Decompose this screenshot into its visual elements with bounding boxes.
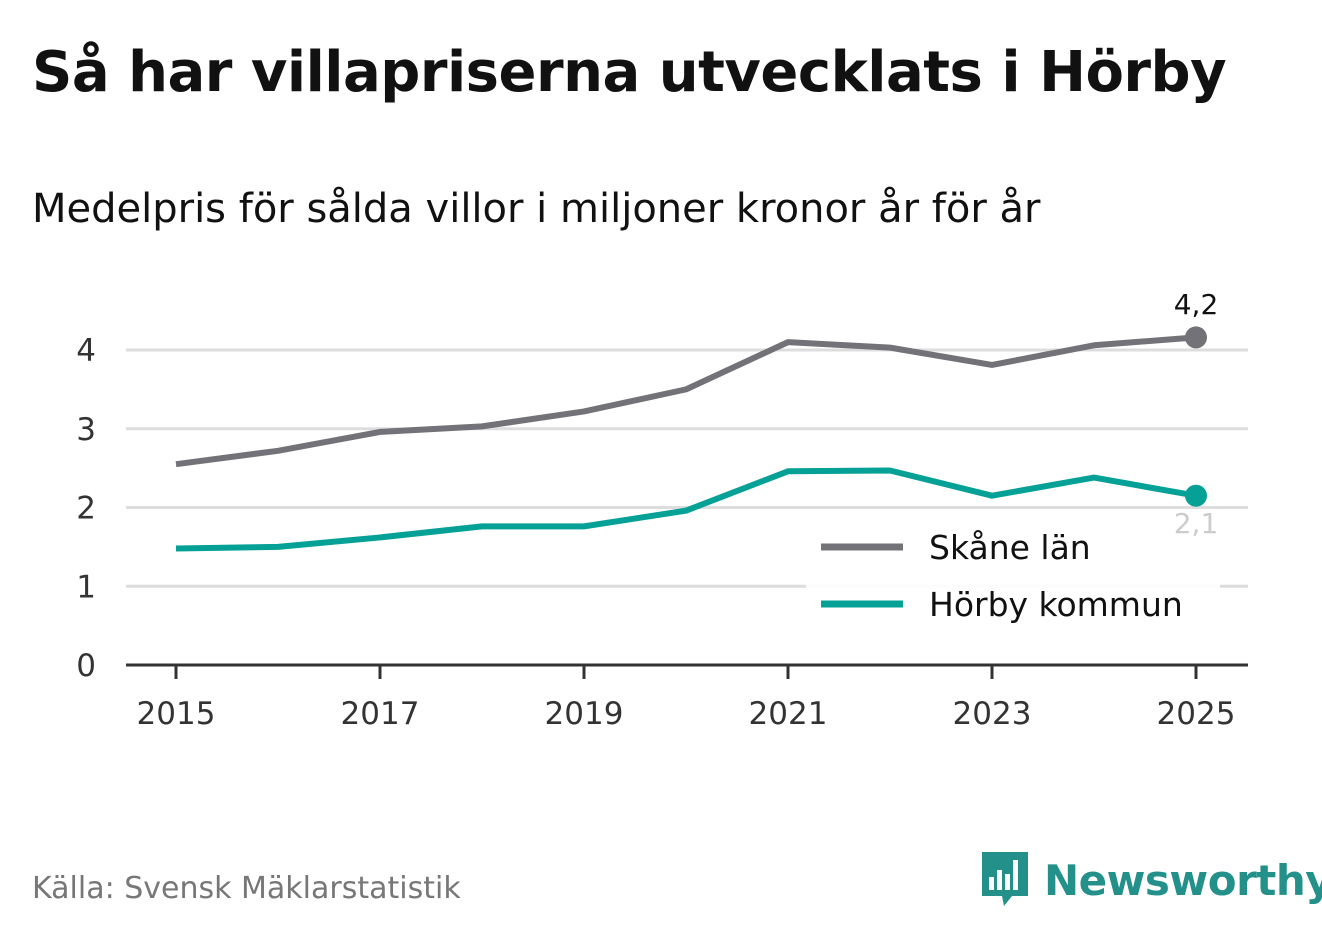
chart-title: Så har villapriserna utvecklats i Hörby	[32, 40, 1227, 105]
legend-background	[806, 520, 1220, 584]
series-line-skane	[175, 334, 1197, 468]
end-point-marker	[1185, 326, 1207, 349]
series-lines	[175, 326, 1207, 552]
end-label-skane: 4,2	[1174, 288, 1219, 321]
legend: Skåne län Hörby kommun	[806, 520, 1220, 636]
end-point-marker	[1185, 484, 1207, 507]
y-axis: 0 1 2 3 4	[76, 333, 96, 684]
chart-subtitle: Medelpris för sålda villor i miljoner kr…	[32, 186, 1041, 232]
x-tick-label: 2015	[137, 696, 216, 732]
x-tick-label: 2023	[953, 696, 1032, 732]
x-tick-label: 2017	[341, 696, 420, 732]
y-tick-label: 3	[76, 412, 96, 448]
y-tick-label: 2	[76, 491, 96, 527]
legend-label: Hörby kommun	[929, 585, 1183, 624]
legend-background	[806, 582, 1220, 636]
series-line-horby	[175, 467, 1197, 552]
x-tick-label: 2025	[1157, 696, 1236, 732]
brand-name: Newsworthy	[1044, 855, 1322, 905]
end-labels: 4,2 2,1	[1174, 288, 1219, 540]
legend-label: Skåne län	[929, 528, 1091, 567]
x-tick-label: 2019	[545, 696, 624, 732]
x-axis: 2015 2017 2019 2021 2023 2025	[126, 663, 1248, 732]
y-tick-label: 4	[76, 333, 96, 369]
x-tick-label: 2021	[749, 696, 828, 732]
brand-logo: Newsworthy	[980, 850, 1322, 910]
y-tick-label: 1	[76, 569, 96, 605]
source-note: Källa: Svensk Mäklarstatistik	[32, 871, 461, 906]
bar-chart-speech-bubble-icon	[982, 852, 1028, 906]
end-label-horby: 2,1	[1174, 507, 1219, 540]
y-tick-label: 0	[76, 648, 96, 684]
